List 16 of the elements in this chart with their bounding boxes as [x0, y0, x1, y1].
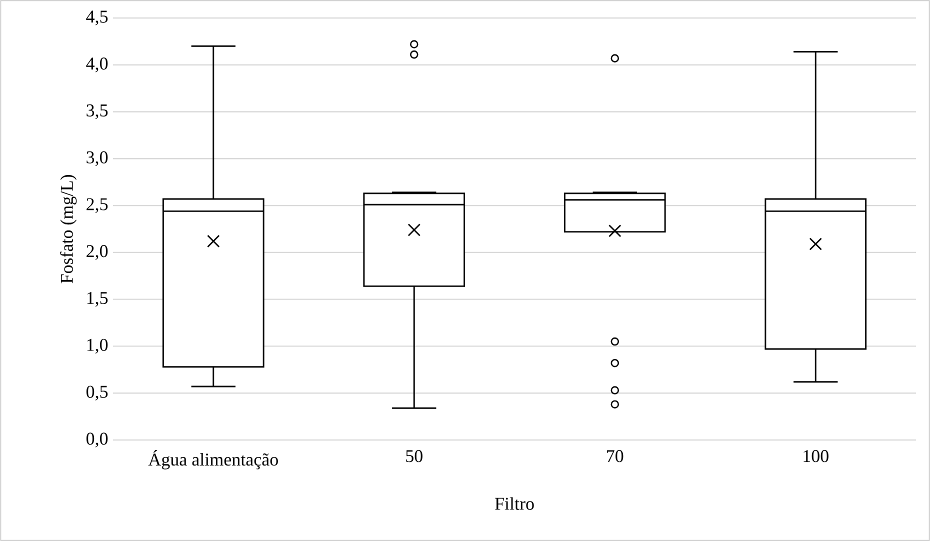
- y-tick-label: 4,0: [86, 58, 108, 72]
- y-tick-label: 3,5: [86, 104, 108, 120]
- y-tick-label: 0,0: [86, 432, 108, 448]
- y-tick-label: 2,5: [86, 198, 108, 213]
- x-axis-title: Filtro: [495, 497, 534, 510]
- y-tick-label: 1,5: [87, 292, 108, 307]
- y-tick-label: 4,5: [86, 10, 108, 26]
- y-tick-label: 3,0: [86, 151, 108, 166]
- x-tick-label: Água alimentação: [148, 450, 278, 470]
- x-tick-label: 100: [804, 450, 828, 462]
- y-tick-label: 2,0: [86, 245, 108, 260]
- x-tick-label: 50: [406, 450, 422, 462]
- y-tick-label: 0,5: [86, 386, 108, 400]
- x-tick-label: 70: [607, 450, 624, 462]
- y-axis-title: Fosfato (mg/L): [60, 175, 77, 284]
- y-tick-label: 1,0: [87, 338, 108, 354]
